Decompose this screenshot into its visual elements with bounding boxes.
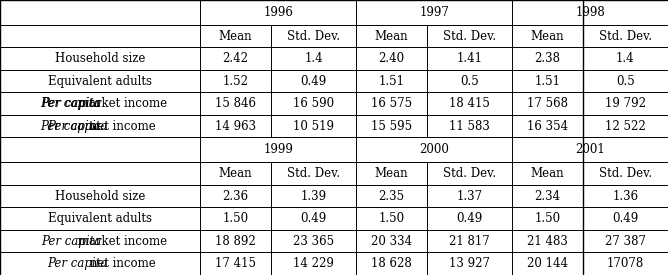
Text: 18 892: 18 892	[215, 235, 256, 248]
Text: 17 415: 17 415	[215, 257, 256, 270]
Text: Per capita: Per capita	[47, 257, 108, 270]
Text: 15 846: 15 846	[215, 97, 256, 110]
Text: 1.39: 1.39	[301, 189, 327, 203]
Text: 18 415: 18 415	[449, 97, 490, 110]
Text: 1.50: 1.50	[534, 212, 560, 225]
Text: net income: net income	[86, 257, 156, 270]
Text: Mean: Mean	[375, 167, 408, 180]
Text: 20 334: 20 334	[371, 235, 412, 248]
Text: 0.5: 0.5	[460, 75, 479, 88]
Text: 14 963: 14 963	[215, 120, 257, 133]
Text: Mean: Mean	[219, 167, 253, 180]
Text: 2001: 2001	[575, 143, 605, 156]
Text: 0.49: 0.49	[301, 212, 327, 225]
Text: 2.42: 2.42	[222, 52, 248, 65]
Text: 13 927: 13 927	[449, 257, 490, 270]
Text: 1997: 1997	[420, 6, 449, 19]
Text: 21 483: 21 483	[527, 235, 568, 248]
Text: Household size: Household size	[55, 52, 146, 65]
Text: 16 354: 16 354	[527, 120, 568, 133]
Text: 12 522: 12 522	[605, 120, 646, 133]
Text: 0.49: 0.49	[301, 75, 327, 88]
Text: Mean: Mean	[375, 29, 408, 43]
Text: 2.34: 2.34	[534, 189, 560, 203]
Text: 16 575: 16 575	[371, 97, 412, 110]
Text: 1.52: 1.52	[222, 75, 248, 88]
Text: 23 365: 23 365	[293, 235, 334, 248]
Text: net income: net income	[86, 120, 156, 133]
Text: Mean: Mean	[530, 167, 564, 180]
Text: 0.49: 0.49	[456, 212, 482, 225]
Text: 1.4: 1.4	[616, 52, 635, 65]
Text: 1.37: 1.37	[456, 189, 482, 203]
Text: 1.51: 1.51	[534, 75, 560, 88]
Text: 2.35: 2.35	[379, 189, 405, 203]
Text: Mean: Mean	[530, 29, 564, 43]
Text: 27 387: 27 387	[605, 235, 646, 248]
Text: 11 583: 11 583	[449, 120, 490, 133]
Text: 20 144: 20 144	[527, 257, 568, 270]
Text: 2000: 2000	[420, 143, 449, 156]
Text: 21 817: 21 817	[449, 235, 490, 248]
Text: 0.49: 0.49	[612, 212, 639, 225]
Text: 0.5: 0.5	[616, 75, 635, 88]
Text: Per capita: Per capita	[41, 235, 102, 248]
Text: 14 229: 14 229	[293, 257, 334, 270]
Text: Per capita: Per capita	[47, 120, 108, 133]
Text: 17 568: 17 568	[527, 97, 568, 110]
Text: Mean: Mean	[219, 29, 253, 43]
Text: Std. Dev.: Std. Dev.	[287, 29, 340, 43]
Text: 1999: 1999	[263, 143, 293, 156]
Text: 1.41: 1.41	[456, 52, 482, 65]
Text: 10 519: 10 519	[293, 120, 334, 133]
Text: 2.40: 2.40	[379, 52, 405, 65]
Text: 1.50: 1.50	[379, 212, 405, 225]
Text: Equivalent adults: Equivalent adults	[48, 75, 152, 88]
Text: 19 792: 19 792	[605, 97, 646, 110]
Text: Std. Dev.: Std. Dev.	[287, 167, 340, 180]
Text: Std. Dev.: Std. Dev.	[599, 29, 652, 43]
Text: Equivalent adults: Equivalent adults	[48, 212, 152, 225]
Text: Per capita: Per capita	[40, 120, 100, 133]
Text: Std. Dev.: Std. Dev.	[443, 29, 496, 43]
Text: 1.4: 1.4	[305, 52, 323, 65]
Text: 15 595: 15 595	[371, 120, 412, 133]
Text: market income: market income	[74, 97, 168, 110]
Text: 1.36: 1.36	[613, 189, 639, 203]
Text: 2.38: 2.38	[534, 52, 560, 65]
Text: Std. Dev.: Std. Dev.	[599, 167, 652, 180]
Text: 17078: 17078	[607, 257, 644, 270]
Text: 1996: 1996	[263, 6, 293, 19]
Text: 1998: 1998	[575, 6, 605, 19]
Text: Per capita: Per capita	[40, 97, 100, 110]
Text: 18 628: 18 628	[371, 257, 412, 270]
Text: Std. Dev.: Std. Dev.	[443, 167, 496, 180]
Text: Per capita: Per capita	[41, 97, 102, 110]
Text: 2.36: 2.36	[222, 189, 248, 203]
Text: market income: market income	[74, 235, 168, 248]
Text: 1.50: 1.50	[222, 212, 248, 225]
Text: 1.51: 1.51	[379, 75, 405, 88]
Text: Household size: Household size	[55, 189, 146, 203]
Text: 16 590: 16 590	[293, 97, 334, 110]
